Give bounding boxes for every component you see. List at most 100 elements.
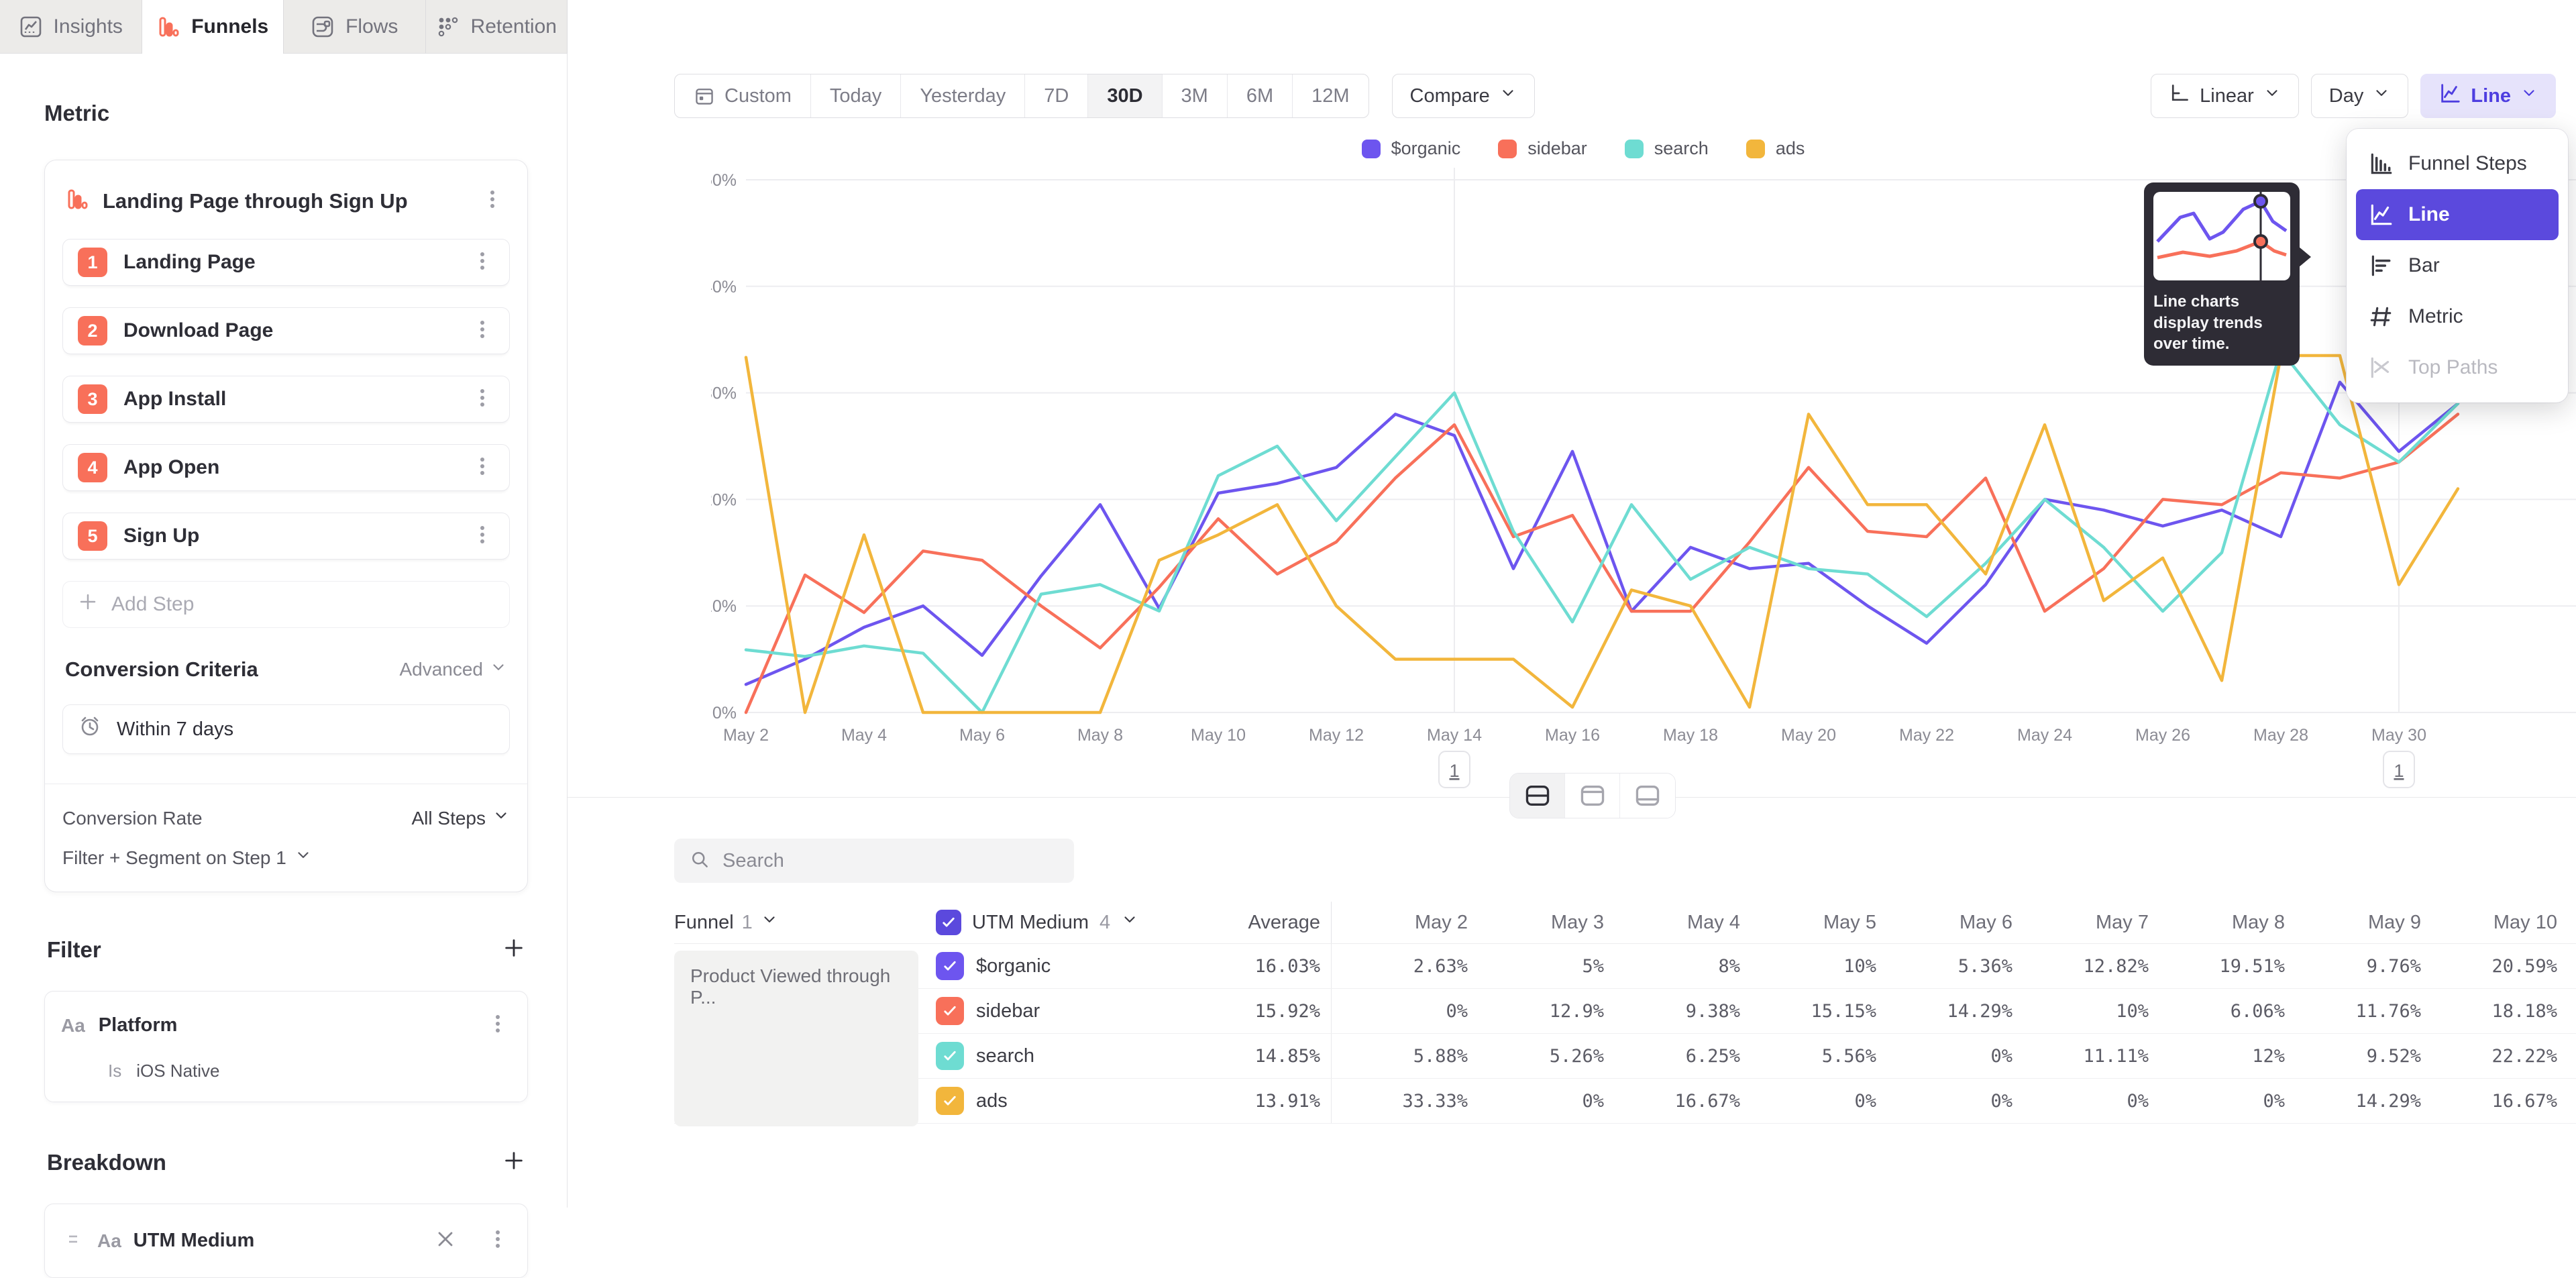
tab-funnels[interactable]: Funnels (142, 0, 284, 54)
view-toggle-panel-top[interactable] (1565, 774, 1620, 818)
filter-segment-dropdown[interactable]: Filter + Segment on Step 1 (62, 847, 510, 869)
check-icon (944, 961, 956, 971)
line-chart[interactable]: 0% 10% 20% 30% 40% 50% May 2 May 4 May 6 May 8 May… (703, 154, 2576, 792)
chevron-down-icon (496, 812, 506, 818)
breakdown-table: Funnel 1 UTM Medium 4 Average May 2 May 3… (674, 839, 2576, 1126)
row-checkbox[interactable] (936, 952, 964, 980)
svg-text:May 14: May 14 (1427, 726, 1482, 745)
divider (1331, 902, 1332, 943)
menu-item-funnel-steps[interactable]: Funnel Steps (2356, 138, 2559, 189)
drag-handle-icon[interactable] (61, 1227, 85, 1255)
day-column-header[interactable]: May 4 (1687, 911, 1740, 933)
date-range-30d[interactable]: 30D (1088, 74, 1163, 117)
annotation-chip[interactable]: 1 (1438, 751, 1470, 788)
table-row-search[interactable]: search 14.85% 5.88% 5.26% 6.25% 5.56% 0% 11.11%… (674, 1034, 2576, 1079)
step-kebab-icon[interactable] (466, 313, 498, 349)
filter-property[interactable]: Platform (98, 1014, 178, 1036)
date-range-custom[interactable]: Custom (675, 74, 811, 117)
date-range-12m[interactable]: 12M (1311, 85, 1350, 107)
table-search[interactable] (674, 839, 1074, 883)
row-checkbox[interactable] (936, 997, 964, 1025)
day-value: 0% (1854, 1090, 1876, 1112)
add-step-button[interactable]: Add Step (62, 581, 510, 628)
breakdown-property[interactable]: UTM Medium (133, 1230, 255, 1251)
step-kebab-icon[interactable] (466, 245, 498, 280)
table-row-organic[interactable]: $organic 16.03% 2.63% 5% 8% 10% 5.36% 12.82% 19.… (674, 944, 2576, 989)
breakdown-kebab-icon[interactable] (482, 1223, 514, 1259)
filter-kebab-icon[interactable] (482, 1008, 514, 1043)
step-kebab-icon[interactable] (466, 450, 498, 486)
view-toggle-panel-bottom[interactable] (1620, 774, 1675, 818)
day-column-header[interactable]: May 3 (1551, 911, 1604, 933)
row-checkbox[interactable] (936, 1087, 964, 1115)
day-column-header[interactable]: May 6 (1960, 911, 2012, 933)
menu-item-bar[interactable]: Bar (2356, 240, 2559, 291)
menu-item-line[interactable]: Line (2356, 189, 2559, 240)
line-chart-icon (2438, 82, 2461, 110)
date-range-control: Custom Today Yesterday 7D 30D 3M 6M 12M (674, 74, 1369, 118)
top-tabbar: Insights Funnels Flows Retention (0, 0, 568, 54)
compare-button[interactable]: Compare (1391, 74, 1535, 118)
day-column-header[interactable]: May 9 (2368, 911, 2421, 933)
advanced-dropdown[interactable]: Advanced (399, 659, 507, 681)
breakdown-column-header[interactable]: UTM Medium 4 (936, 910, 1214, 935)
funnel-cell[interactable]: Product Viewed through P... (674, 951, 918, 1126)
legend-item-search[interactable]: search (1624, 138, 1709, 159)
date-range-3m[interactable]: 3M (1163, 74, 1228, 117)
table-row-ads[interactable]: ads 13.91% 33.33% 0% 16.67% 0% 0% 0% 0% 14.29% 16.… (674, 1079, 2576, 1124)
legend-item-organic[interactable]: $organic (1361, 138, 1460, 159)
day-column-header[interactable]: May 5 (1823, 911, 1876, 933)
legend-item-sidebar[interactable]: sidebar (1498, 138, 1587, 159)
funnel-steps-icon (2371, 153, 2392, 174)
funnel-step-3[interactable]: 3 App Install (62, 376, 510, 423)
view-toggle-split-rows[interactable] (1510, 774, 1565, 818)
annotation-chip[interactable]: 1 (2383, 751, 2415, 788)
metric-kebab-icon[interactable] (476, 183, 508, 219)
date-range-today[interactable]: Today (811, 74, 902, 117)
day-column-header[interactable]: May 8 (2232, 911, 2285, 933)
conversion-criteria-heading: Conversion Criteria (65, 657, 258, 681)
day-column-header[interactable]: May 2 (1415, 911, 1468, 933)
filter-operator[interactable]: Is (108, 1061, 122, 1081)
funnel-column-header[interactable]: Funnel 1 (674, 911, 936, 934)
main-canvas: Custom Today Yesterday 7D 30D 3M 6M 12M Compare… (568, 0, 2576, 1208)
average-value: 15.92% (1254, 1000, 1320, 1022)
svg-text:May 6: May 6 (959, 726, 1005, 745)
chart-type-dropdown[interactable]: Line (2420, 74, 2556, 118)
day-column-header[interactable]: May 10 (2493, 911, 2557, 933)
table-row-sidebar[interactable]: sidebar 15.92% 0% 12.9% 9.38% 15.15% 14.29% 10%… (674, 989, 2576, 1034)
tab-insights[interactable]: Insights (0, 0, 142, 54)
funnel-step-1[interactable]: 1 Landing Page (62, 239, 510, 286)
funnel-step-5[interactable]: 5 Sign Up (62, 513, 510, 560)
utm-medium-checkbox[interactable] (936, 910, 961, 935)
filter-value[interactable]: iOS Native (136, 1061, 220, 1081)
add-breakdown-button[interactable] (502, 1149, 525, 1175)
funnel-step-2[interactable]: 2 Download Page (62, 307, 510, 354)
chevron-down-icon (2376, 90, 2387, 96)
step-kebab-icon[interactable] (466, 519, 498, 554)
day-column-header[interactable]: May 7 (2096, 911, 2149, 933)
clock-icon (81, 716, 99, 736)
day-value: 11.11% (2083, 1045, 2149, 1067)
date-range-6m[interactable]: 6M (1228, 74, 1293, 117)
kebab-icon (496, 1230, 500, 1248)
remove-breakdown-icon[interactable] (433, 1227, 458, 1255)
menu-item-metric[interactable]: Metric (2356, 291, 2559, 342)
date-range-yesterday[interactable]: Yesterday (901, 74, 1026, 117)
row-checkbox[interactable] (936, 1042, 964, 1070)
scale-dropdown[interactable]: Linear (2151, 74, 2299, 118)
funnel-step-4[interactable]: 4 App Open (62, 444, 510, 491)
conversion-window-button[interactable]: Within 7 days (62, 704, 510, 754)
svg-text:30%: 30% (711, 384, 737, 403)
tab-retention[interactable]: Retention (425, 0, 568, 54)
legend-item-ads[interactable]: ads (1746, 138, 1805, 159)
add-filter-button[interactable] (502, 937, 525, 963)
search-input[interactable] (722, 849, 1059, 872)
day-value: 14.29% (1947, 1000, 2012, 1022)
date-range-7d[interactable]: 7D (1025, 74, 1089, 117)
step-kebab-icon[interactable] (466, 382, 498, 417)
all-steps-dropdown[interactable]: All Steps (412, 807, 511, 829)
drag-handle-icon (69, 1235, 77, 1243)
tab-flows[interactable]: Flows (284, 0, 426, 54)
interval-dropdown[interactable]: Day (2310, 74, 2409, 118)
